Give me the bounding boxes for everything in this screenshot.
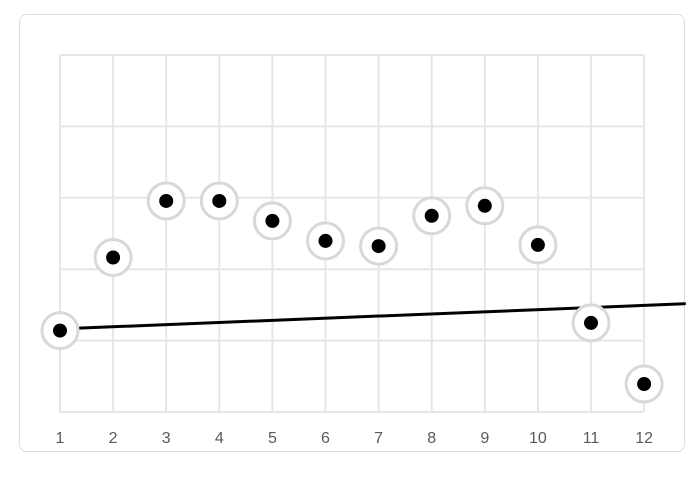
x-tick-label: 5 <box>268 430 277 447</box>
data-point <box>624 364 664 404</box>
x-tick-label: 3 <box>162 430 171 447</box>
data-point <box>465 186 505 226</box>
point-marker <box>106 250 121 265</box>
points-layer <box>40 181 664 404</box>
x-axis-ticks: 1 2 3 4 5 6 7 8 9 10 11 12 <box>56 430 654 447</box>
data-point <box>359 226 399 266</box>
data-point <box>412 196 452 236</box>
grid <box>59 54 646 413</box>
data-point <box>571 303 611 343</box>
point-marker <box>265 213 280 228</box>
point-marker <box>212 193 227 208</box>
point-marker <box>637 377 652 392</box>
x-tick-label: 6 <box>321 430 330 447</box>
x-tick-label: 12 <box>635 430 653 447</box>
point-marker <box>584 315 598 330</box>
point-marker <box>159 193 174 208</box>
data-point <box>252 201 292 241</box>
point-marker <box>371 239 386 254</box>
data-point <box>40 311 80 351</box>
data-point <box>199 181 239 221</box>
x-tick-label: 2 <box>109 430 118 447</box>
x-tick-label: 9 <box>480 430 489 447</box>
x-tick-label: 1 <box>56 430 65 447</box>
point-marker <box>424 208 439 223</box>
x-tick-label: 8 <box>427 430 436 447</box>
x-tick-label: 11 <box>583 430 600 447</box>
point-marker <box>53 323 67 338</box>
data-point <box>306 221 345 261</box>
x-tick-label: 10 <box>529 430 547 447</box>
data-point <box>93 237 133 277</box>
x-tick-label: 7 <box>374 430 383 447</box>
data-point <box>518 225 558 265</box>
point-marker <box>318 233 333 248</box>
point-marker <box>530 237 545 252</box>
data-point <box>146 181 186 221</box>
chart-card <box>19 14 685 452</box>
x-tick-label: 4 <box>215 430 224 447</box>
point-marker <box>477 198 492 213</box>
